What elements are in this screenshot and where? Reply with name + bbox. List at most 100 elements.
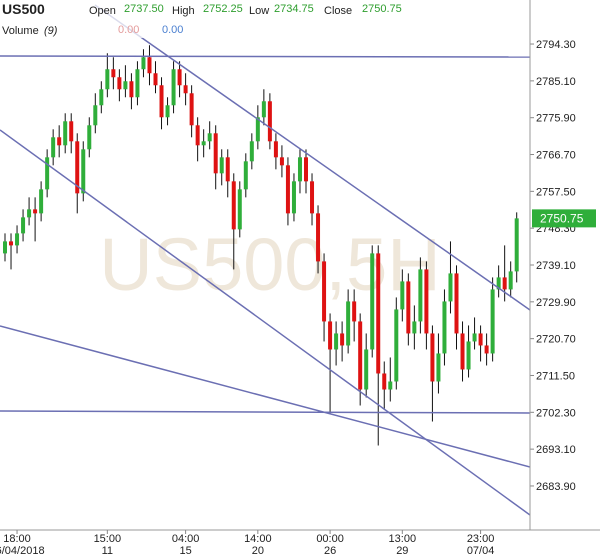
candle-body [129,81,134,98]
trend-line [0,129,530,516]
candle-body [496,277,501,290]
candle-body [304,157,308,182]
y-tick-label: 2693.10 [536,444,576,456]
candle-body [153,73,158,86]
candle-body [75,141,80,194]
candle-body [39,189,44,214]
volume-label: Volume [2,25,39,37]
candle-body [135,69,140,98]
candle-body [243,161,248,190]
candle-body [45,157,50,190]
candle-body [99,89,104,106]
candle-body [51,137,56,158]
candle-body [69,121,74,142]
candle-body [117,77,122,90]
x-date-label: 20 [252,545,264,557]
candle-body [3,241,7,254]
candle-body [328,321,333,350]
candle-body [448,273,453,302]
candle-body [310,181,315,214]
header-value: 2752.25 [203,3,243,15]
x-tick-label: 18:00 [3,533,31,545]
candle-body [316,213,321,262]
candle-body [159,85,164,118]
x-date-label: 15 [179,545,191,557]
candle-body [249,141,254,162]
candle-body [105,69,110,90]
candle-body [364,349,369,390]
trend-line [0,55,530,58]
candle-body [15,233,20,246]
watermark: US500,5H [99,223,440,306]
candle-body [436,353,441,382]
candle-body [430,333,435,382]
candle-body [370,253,375,350]
trend-line [94,4,530,311]
candle-body [508,271,513,290]
candle-body [147,57,152,74]
y-tick-label: 2775.90 [536,113,576,125]
candle-body [454,273,459,334]
candle-body [21,217,26,234]
candle-body [189,93,194,126]
candle-body [273,141,278,158]
trend-lines [0,4,530,516]
candle-body [478,333,483,346]
header-label: Open [89,5,116,17]
header-label: High [172,5,195,17]
candle-body [27,209,32,218]
y-tick-label: 2720.70 [536,334,576,346]
candle-body [352,301,357,322]
candle-body [460,333,465,370]
candle-body [201,141,206,146]
y-tick-label: 2766.70 [536,150,576,162]
x-tick-label: 04:00 [172,533,200,545]
candle-body [297,157,302,182]
candles [3,45,519,446]
candle-body [424,269,429,334]
axis-ticks: 2794.302785.102775.902766.702757.502748.… [530,39,576,493]
candle-body [394,309,399,382]
candle-body [171,69,176,106]
candle-body [490,289,495,354]
candle-body [291,181,296,214]
candle-body [279,157,284,166]
candle-body [285,165,290,214]
candle-body [334,333,339,350]
candle-body [87,125,92,150]
last-price-label: 2750.75 [540,211,584,225]
y-tick-label: 2683.90 [536,481,576,493]
y-tick-label: 2739.10 [536,260,576,272]
candle-body [388,381,393,390]
candle-body [207,133,212,142]
x-tick-label: 23:00 [467,533,495,545]
header-label: Low [249,5,269,17]
x-date-label: 26 [324,545,336,557]
y-tick-label: 2729.90 [536,297,576,309]
x-tick-label: 00:00 [316,533,344,545]
last-price-box [532,209,596,228]
x-date-label: 07/04 [467,545,495,557]
candle-body [412,321,417,334]
candle-body [406,281,411,334]
candle-body [195,125,200,146]
volume-period: (9) [44,25,58,37]
y-tick-label: 2702.30 [536,407,576,419]
candle-body [255,117,260,142]
candle-body [346,301,351,346]
candle-body [502,277,507,290]
candle-body [382,373,387,390]
header-value: 2737.50 [124,3,164,15]
trend-line [0,325,530,468]
candle-body [9,241,14,246]
x-tick-label: 13:00 [389,533,417,545]
candle-body [111,69,116,78]
candle-body [177,69,182,86]
candle-body [472,333,477,342]
y-tick-label: 2711.50 [536,370,575,382]
candle-body [93,105,98,126]
x-tick-label: 15:00 [94,533,122,545]
candle-body [33,209,38,214]
